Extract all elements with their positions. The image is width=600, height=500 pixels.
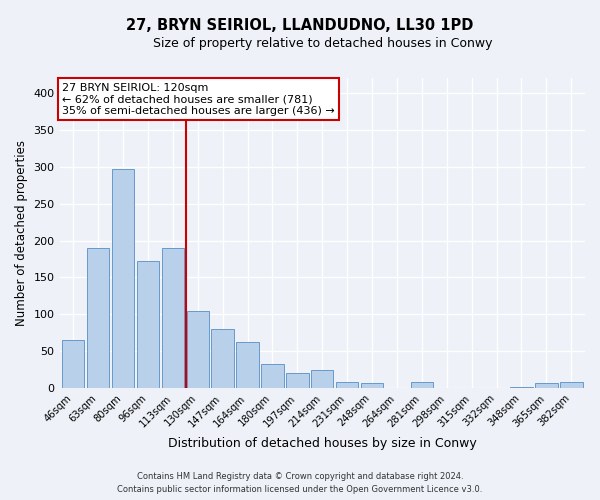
- Bar: [510, 386, 533, 388]
- Bar: [87, 248, 109, 388]
- Bar: [336, 382, 358, 388]
- Bar: [137, 261, 159, 388]
- Bar: [112, 169, 134, 388]
- Bar: [311, 370, 334, 388]
- Text: 27, BRYN SEIRIOL, LLANDUDNO, LL30 1PD: 27, BRYN SEIRIOL, LLANDUDNO, LL30 1PD: [127, 18, 473, 32]
- Title: Size of property relative to detached houses in Conwy: Size of property relative to detached ho…: [152, 38, 492, 51]
- Bar: [211, 329, 234, 388]
- Bar: [236, 342, 259, 388]
- Bar: [286, 372, 308, 388]
- Bar: [410, 382, 433, 388]
- Bar: [535, 383, 557, 388]
- Bar: [161, 248, 184, 388]
- Bar: [560, 382, 583, 388]
- Bar: [62, 340, 85, 388]
- Text: 27 BRYN SEIRIOL: 120sqm
← 62% of detached houses are smaller (781)
35% of semi-d: 27 BRYN SEIRIOL: 120sqm ← 62% of detache…: [62, 82, 335, 116]
- Bar: [187, 310, 209, 388]
- X-axis label: Distribution of detached houses by size in Conwy: Distribution of detached houses by size …: [168, 437, 476, 450]
- Text: Contains HM Land Registry data © Crown copyright and database right 2024.
Contai: Contains HM Land Registry data © Crown c…: [118, 472, 482, 494]
- Y-axis label: Number of detached properties: Number of detached properties: [15, 140, 28, 326]
- Bar: [361, 383, 383, 388]
- Bar: [261, 364, 284, 388]
